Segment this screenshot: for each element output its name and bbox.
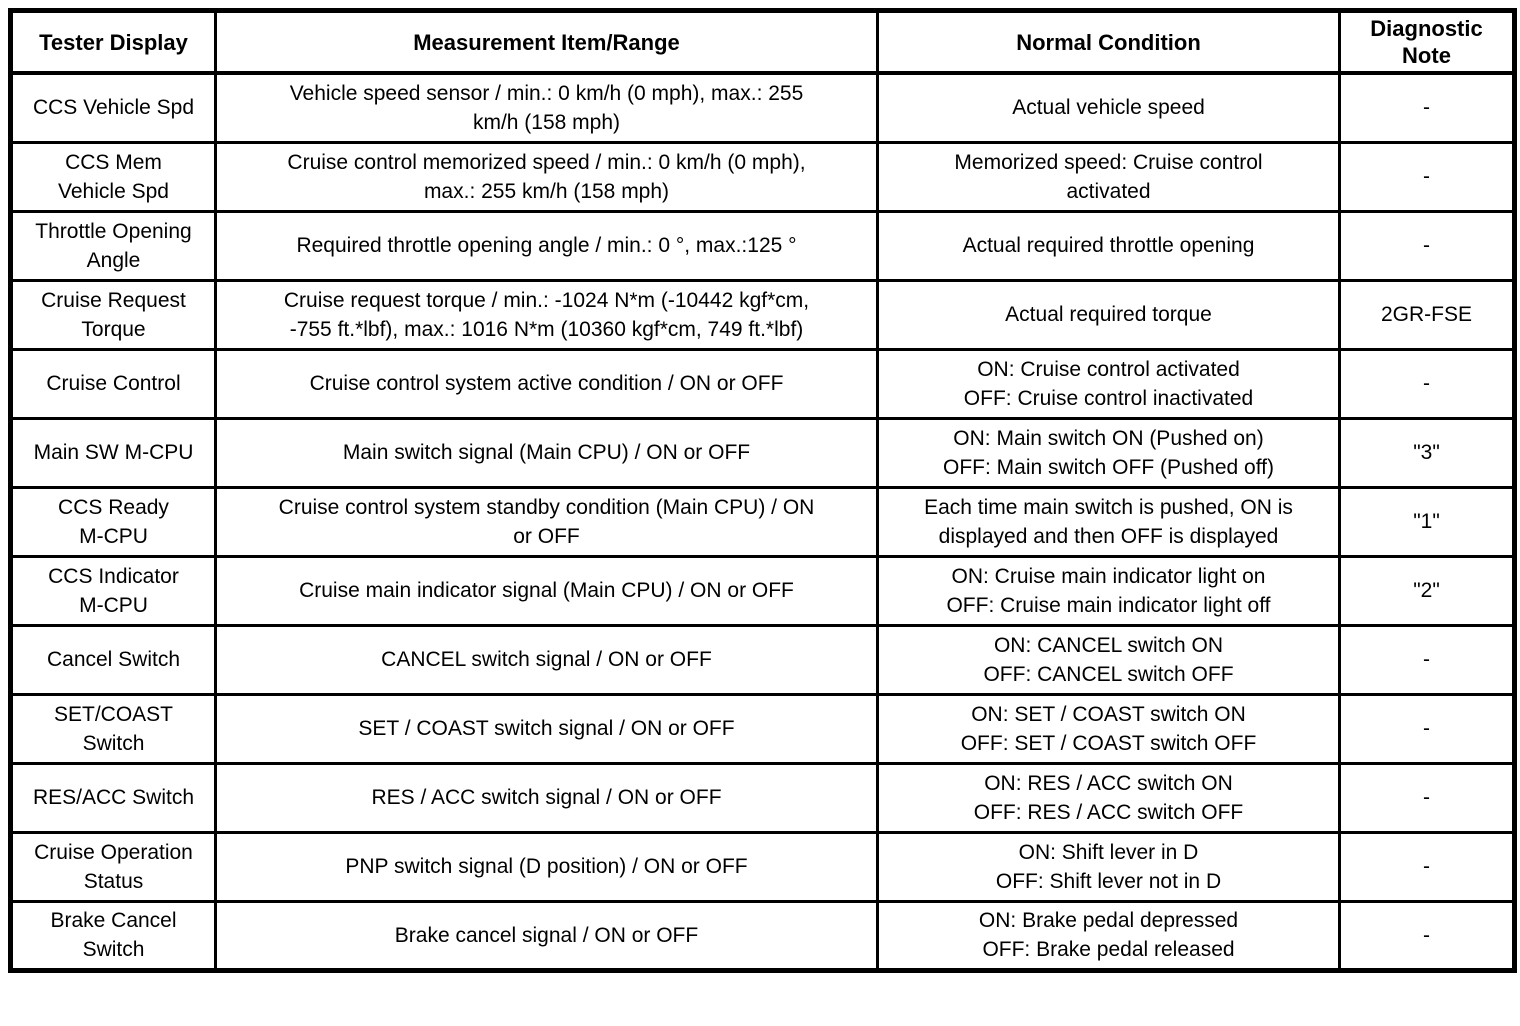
note-cell: - [1338,692,1516,765]
condition-cell: ON: SET / COAST switch ON OFF: SET / COA… [876,692,1341,765]
measurement-cell: Main switch signal (Main CPU) / ON or OF… [214,416,879,489]
condition-cell: ON: Shift lever in D OFF: Shift lever no… [876,830,1341,903]
note-cell: - [1338,209,1516,282]
measurement-cell: Cruise control system standby condition … [214,485,879,558]
measurement-cell: SET / COAST switch signal / ON or OFF [214,692,879,765]
measurement-cell: CANCEL switch signal / ON or OFF [214,623,879,696]
col-header-diagnostic-note: Diagnostic Note [1338,9,1516,75]
condition-cell: Each time main switch is pushed, ON is d… [876,485,1341,558]
table-row: Cruise Operation Status PNP switch signa… [9,830,1516,903]
col-header-tester-display: Tester Display [9,9,217,75]
note-cell: 2GR-FSE [1338,278,1516,351]
note-cell: "1" [1338,485,1516,558]
note-cell: - [1338,830,1516,903]
measurement-cell: Cruise control memorized speed / min.: 0… [214,140,879,213]
tester-display-cell: Cancel Switch [9,623,217,696]
note-cell: - [1338,71,1516,144]
data-list-table: Tester Display Measurement Item/Range No… [8,8,1517,973]
tester-display-cell: Cruise Request Torque [9,278,217,351]
note-cell: - [1338,899,1516,972]
table-row: CCS Mem Vehicle Spd Cruise control memor… [9,140,1516,213]
table-row: Cruise Control Cruise control system act… [9,347,1516,420]
note-cell: - [1338,140,1516,213]
note-cell: "3" [1338,416,1516,489]
condition-cell: ON: CANCEL switch ON OFF: CANCEL switch … [876,623,1341,696]
tester-display-cell: CCS Indicator M-CPU [9,554,217,627]
condition-cell: ON: RES / ACC switch ON OFF: RES / ACC s… [876,761,1341,834]
measurement-cell: Vehicle speed sensor / min.: 0 km/h (0 m… [214,71,879,144]
tester-display-cell: Cruise Operation Status [9,830,217,903]
measurement-cell: Cruise main indicator signal (Main CPU) … [214,554,879,627]
tester-display-cell: CCS Vehicle Spd [9,71,217,144]
table-row: Throttle Opening Angle Required throttle… [9,209,1516,282]
manual-page: Tester Display Measurement Item/Range No… [8,8,1517,973]
condition-cell: Actual required throttle opening [876,209,1341,282]
tester-display-cell: CCS Mem Vehicle Spd [9,140,217,213]
tester-display-cell: CCS Ready M-CPU [9,485,217,558]
col-header-measurement-item-range: Measurement Item/Range [214,9,879,75]
condition-cell: Actual vehicle speed [876,71,1341,144]
table-row: Main SW M-CPU Main switch signal (Main C… [9,416,1516,489]
tester-display-cell: Cruise Control [9,347,217,420]
condition-cell: ON: Cruise control activated OFF: Cruise… [876,347,1341,420]
measurement-cell: PNP switch signal (D position) / ON or O… [214,830,879,903]
tester-display-cell: RES/ACC Switch [9,761,217,834]
table-row: SET/COAST Switch SET / COAST switch sign… [9,692,1516,765]
measurement-cell: Brake cancel signal / ON or OFF [214,899,879,972]
col-header-normal-condition: Normal Condition [876,9,1341,75]
note-cell: - [1338,623,1516,696]
condition-cell: Memorized speed: Cruise control activate… [876,140,1341,213]
measurement-cell: RES / ACC switch signal / ON or OFF [214,761,879,834]
condition-cell: ON: Main switch ON (Pushed on) OFF: Main… [876,416,1341,489]
note-cell: "2" [1338,554,1516,627]
table-row: Brake Cancel Switch Brake cancel signal … [9,899,1516,972]
table-row: Cruise Request Torque Cruise request tor… [9,278,1516,351]
measurement-cell: Cruise request torque / min.: -1024 N*m … [214,278,879,351]
condition-cell: ON: Cruise main indicator light on OFF: … [876,554,1341,627]
condition-cell: Actual required torque [876,278,1341,351]
header-row: Tester Display Measurement Item/Range No… [9,9,1516,75]
tester-display-cell: SET/COAST Switch [9,692,217,765]
tester-display-cell: Brake Cancel Switch [9,899,217,972]
measurement-cell: Cruise control system active condition /… [214,347,879,420]
table-row: RES/ACC Switch RES / ACC switch signal /… [9,761,1516,834]
table-row: CCS Indicator M-CPU Cruise main indicato… [9,554,1516,627]
tester-display-cell: Throttle Opening Angle [9,209,217,282]
table-row: Cancel Switch CANCEL switch signal / ON … [9,623,1516,696]
measurement-cell: Required throttle opening angle / min.: … [214,209,879,282]
note-cell: - [1338,347,1516,420]
tester-display-cell: Main SW M-CPU [9,416,217,489]
table-row: CCS Ready M-CPU Cruise control system st… [9,485,1516,558]
note-cell: - [1338,761,1516,834]
table-row: CCS Vehicle Spd Vehicle speed sensor / m… [9,71,1516,144]
condition-cell: ON: Brake pedal depressed OFF: Brake ped… [876,899,1341,972]
